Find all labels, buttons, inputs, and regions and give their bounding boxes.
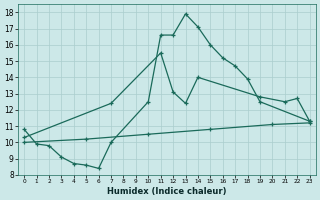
X-axis label: Humidex (Indice chaleur): Humidex (Indice chaleur): [107, 187, 227, 196]
